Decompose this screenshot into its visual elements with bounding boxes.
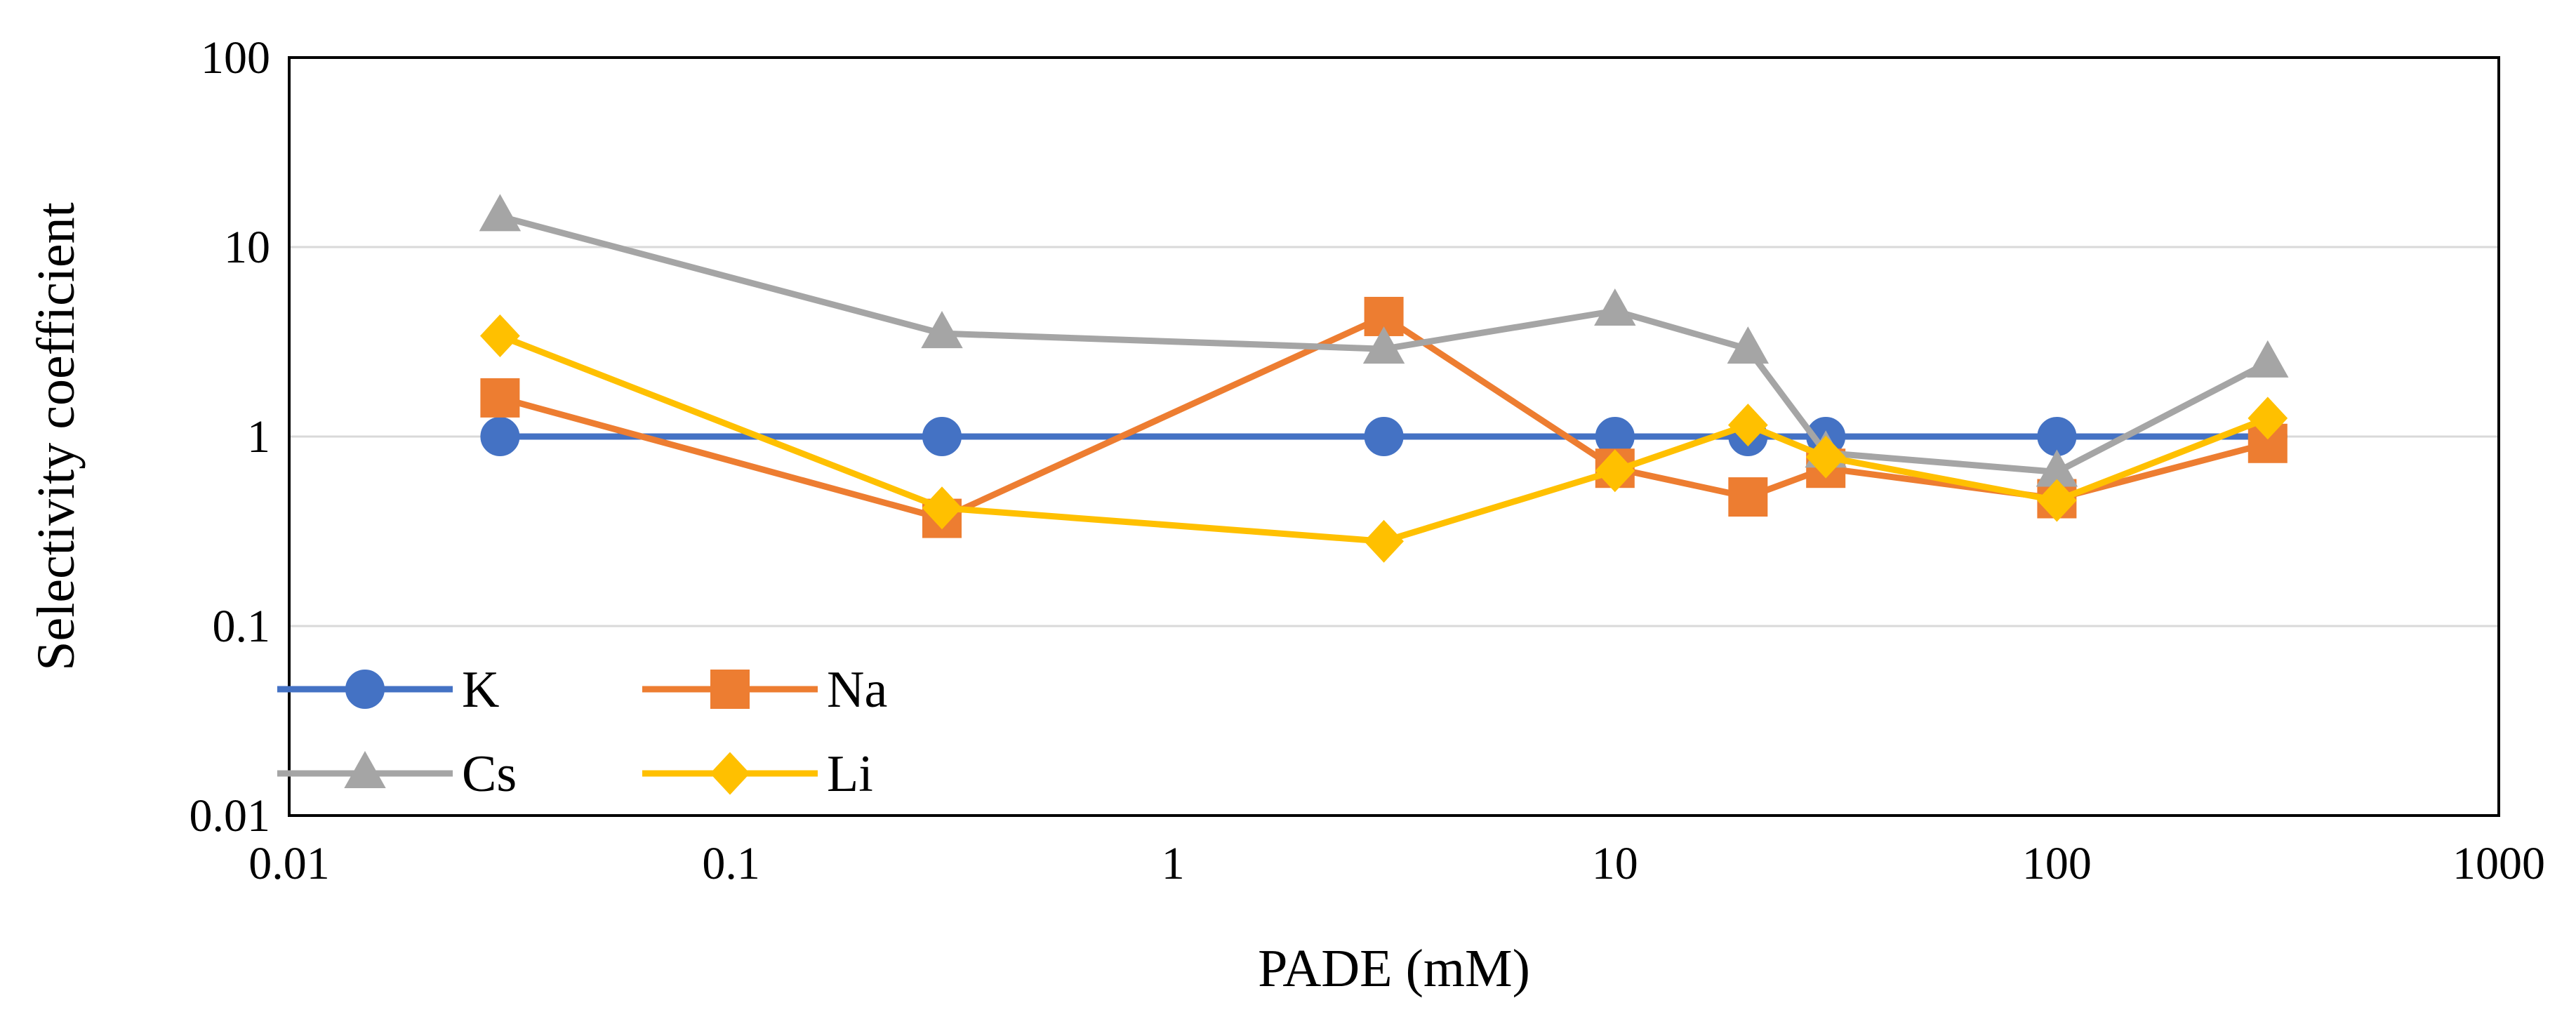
data-point-cs xyxy=(921,311,963,349)
legend: K Na Cs Li xyxy=(277,661,887,803)
plot-area-frame xyxy=(288,56,2500,817)
data-point-li xyxy=(1805,435,1846,479)
data-point-li xyxy=(1727,404,1768,447)
data-point-cs xyxy=(1594,288,1636,326)
legend-item-na: Na xyxy=(642,661,887,719)
series-line-cs xyxy=(496,213,2271,475)
data-point-cs xyxy=(1362,326,1405,364)
data-point-li xyxy=(2248,397,2288,440)
y-tick-label: 0.1 xyxy=(213,601,271,652)
data-point-na xyxy=(1728,477,1768,517)
series-li xyxy=(480,314,2288,563)
legend-marker-k xyxy=(345,670,385,709)
x-tick-label: 10 xyxy=(1592,838,1638,889)
legend-marker-cs xyxy=(344,750,386,788)
y-axis-ticks: 0.01 0.1 1 10 100 xyxy=(190,32,271,842)
data-point-li xyxy=(1364,519,1404,563)
data-point-na xyxy=(480,378,520,418)
x-tick-label: 0.1 xyxy=(702,838,760,889)
x-axis-ticks: 0.01 0.1 1 10 100 1000 xyxy=(248,838,2545,889)
legend-item-k: K xyxy=(277,661,499,719)
series-line-li xyxy=(496,333,2271,545)
x-tick-label: 1000 xyxy=(2452,838,2545,889)
data-point-cs xyxy=(2247,340,2289,378)
x-tick-label: 0.01 xyxy=(248,838,330,889)
y-axis-title: Selectivity coefficient xyxy=(27,202,86,671)
x-tick-label: 1 xyxy=(1162,838,1185,889)
legend-label-cs: Cs xyxy=(462,745,517,803)
y-tick-label: 10 xyxy=(224,222,270,273)
legend-marker-li xyxy=(710,752,750,795)
x-axis-title: PADE (mM) xyxy=(1258,939,1530,998)
legend-marker-na xyxy=(710,670,750,709)
data-point-cs xyxy=(1727,326,1770,364)
legend-label-k: K xyxy=(462,661,499,719)
y-tick-label: 0.01 xyxy=(190,790,271,842)
legend-label-na: Na xyxy=(827,661,887,719)
legend-item-cs: Cs xyxy=(277,745,517,803)
legend-item-li: Li xyxy=(642,745,873,803)
data-point-cs xyxy=(479,194,522,232)
data-point-k xyxy=(922,417,962,456)
legend-label-li: Li xyxy=(827,745,873,803)
data-point-li xyxy=(2037,479,2077,522)
series-group xyxy=(479,194,2289,563)
data-point-li xyxy=(922,486,962,530)
y-tick-label: 100 xyxy=(201,32,270,84)
x-tick-label: 100 xyxy=(2022,838,2092,889)
data-point-li xyxy=(480,314,520,357)
data-point-k xyxy=(1364,417,1404,456)
y-tick-label: 1 xyxy=(247,411,270,463)
data-point-li xyxy=(1595,449,1635,493)
data-point-k xyxy=(480,417,520,456)
